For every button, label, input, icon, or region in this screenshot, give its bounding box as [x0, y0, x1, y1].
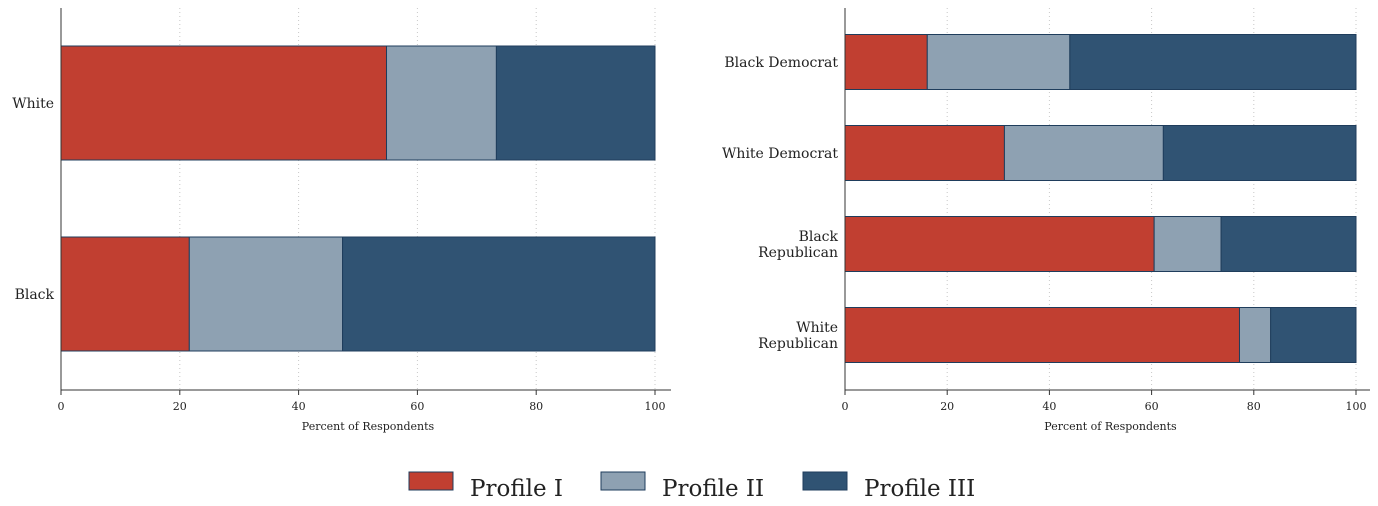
left-panel-race: White Black 0 20 40 60 80 100 Percent of Respond… [12, 8, 671, 433]
bar-segment [386, 45, 497, 161]
x-tick-label: 20 [173, 400, 187, 413]
bar-segment [1162, 125, 1357, 181]
category-label: Republican [758, 245, 838, 261]
category-label: Black Democrat [724, 55, 838, 71]
x-tick-label: 40 [292, 400, 306, 413]
bar-segment [1238, 307, 1272, 363]
bar-segment [844, 34, 928, 90]
bar-segment [844, 216, 1155, 272]
category-label: Black [15, 287, 55, 303]
x-axis-title: Percent of Respondents [302, 420, 435, 433]
x-tick-label: 60 [1145, 400, 1159, 413]
legend-swatch [600, 471, 646, 491]
bar-segment [1270, 307, 1357, 363]
x-tick-label: 20 [940, 400, 954, 413]
bar-segment [844, 125, 1005, 181]
x-tick-label: 100 [645, 400, 666, 413]
x-tick-label: 0 [58, 400, 65, 413]
x-tick-label: 100 [1346, 400, 1367, 413]
bar-segment [926, 34, 1071, 90]
bar-segment [495, 45, 656, 161]
x-tick-label: 80 [529, 400, 543, 413]
bar-segment [342, 236, 656, 352]
legend-label: Profile I [470, 476, 563, 501]
legend-label: Profile III [864, 476, 975, 501]
x-tick-label: 40 [1042, 400, 1056, 413]
x-tick-label: 80 [1247, 400, 1261, 413]
legend-swatch [408, 471, 454, 491]
legend-label: Profile II [662, 476, 764, 501]
x-tick-label: 60 [410, 400, 424, 413]
x-axis-title: Percent of Respondents [1044, 420, 1177, 433]
bar-segment [844, 307, 1240, 363]
legend-swatch [802, 471, 848, 491]
bar-segment [188, 236, 344, 352]
bar-segment [1069, 34, 1357, 90]
category-label: White Democrat [722, 146, 838, 162]
category-label: Republican [758, 336, 838, 352]
legend: Profile I Profile II Profile III [408, 471, 975, 502]
category-label: White [796, 320, 838, 336]
x-tick-label: 0 [842, 400, 849, 413]
bar-segment [1220, 216, 1357, 272]
bar-segment [1153, 216, 1222, 272]
bar-segment [60, 236, 190, 352]
bar-segment [60, 45, 388, 161]
category-label: Black [799, 229, 839, 245]
category-label: White [12, 96, 54, 112]
bar-segment [1003, 125, 1164, 181]
